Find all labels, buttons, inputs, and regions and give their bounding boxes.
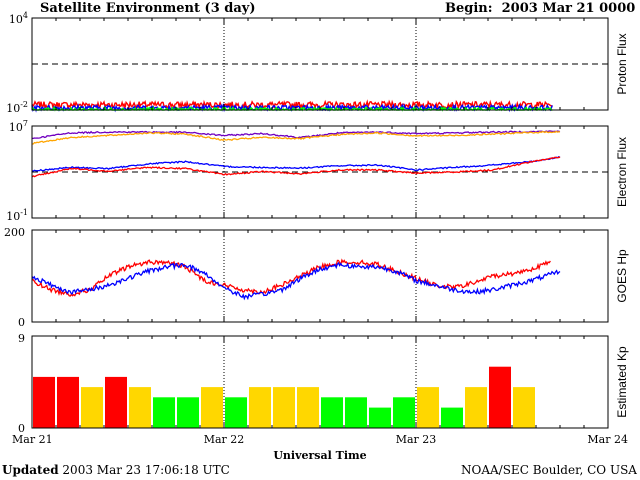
kp-bar <box>177 397 199 428</box>
kp-bar <box>513 387 535 428</box>
credit: NOAA/SEC Boulder, CO USA <box>461 463 637 477</box>
y-tick-label-kp-max: 9 <box>18 332 25 345</box>
kp-bar <box>105 376 127 428</box>
x-axis-label: Universal Time <box>273 449 366 462</box>
chart-title: Satellite Environment (3 day) <box>40 1 256 16</box>
y-tick-label-proton-min: 10-2 <box>6 100 28 115</box>
kp-bar <box>153 397 175 428</box>
panel-frame <box>31 229 609 323</box>
kp-bar <box>201 387 223 428</box>
kp-bar <box>465 387 487 428</box>
x-tick-label: Mar 23 <box>396 433 437 446</box>
y-tick-label-hp-max: 200 <box>4 226 25 239</box>
proton-series-line <box>31 99 553 111</box>
y-tick-label-hp-min: 0 <box>18 316 25 329</box>
begin-time: Begin: 2003 Mar 21 0000 UTC <box>445 1 640 17</box>
kp-bar <box>273 387 295 428</box>
updated-label: Updated <box>2 463 59 477</box>
kp-bar <box>225 397 247 428</box>
kp-bar <box>297 387 319 428</box>
begin-value: 2003 Mar 21 0000 UTC <box>501 1 640 16</box>
kp-bar <box>393 397 415 428</box>
frame-layer <box>31 17 609 429</box>
y-tick-label-electron-min: 10-1 <box>6 208 28 223</box>
kp-bar <box>249 387 271 428</box>
proton-axis-label: Proton Flux <box>615 33 629 94</box>
kp-bar <box>489 366 511 428</box>
kp-bar <box>81 387 103 428</box>
electron-axis-label: Electron Flux <box>615 137 629 207</box>
panel-frame <box>31 17 609 111</box>
electron-series-line <box>31 156 561 178</box>
grid-layer <box>32 18 608 428</box>
kp-bar <box>129 387 151 428</box>
proton-series-line <box>31 102 553 113</box>
kp-bar <box>417 387 439 428</box>
updated-value: 2003 Mar 23 17:06:18 UTC <box>62 463 230 477</box>
kp-bar <box>33 376 55 428</box>
hp-series-line <box>31 258 551 297</box>
x-tick-label: Mar 21 <box>12 433 53 446</box>
label-layer: 104 10-2 107 10-1 200 0 9 0 Proton Flux Electron … <box>4 11 629 462</box>
hp-axis-label: GOES Hp <box>615 249 629 303</box>
kp-bar <box>57 376 79 428</box>
kp-axis-label: Estimated Kp <box>615 346 629 418</box>
data-layer <box>31 99 561 428</box>
y-tick-label-kp-min: 0 <box>18 422 25 435</box>
kp-bar <box>441 407 463 428</box>
electron-series-line <box>31 130 561 145</box>
y-tick-label-electron-max: 107 <box>9 119 28 134</box>
kp-bar <box>321 397 343 428</box>
begin-label: Begin: <box>445 1 493 16</box>
updated-time: Updated 2003 Mar 23 17:06:18 UTC <box>2 462 230 478</box>
y-tick-label-proton-max: 104 <box>9 11 28 26</box>
hp-series-line <box>31 261 561 301</box>
x-tick-label: Mar 24 <box>587 433 628 446</box>
kp-bar <box>345 397 367 428</box>
kp-bar <box>369 407 391 428</box>
electron-series-line <box>31 156 561 172</box>
x-tick-label: Mar 22 <box>204 433 245 446</box>
